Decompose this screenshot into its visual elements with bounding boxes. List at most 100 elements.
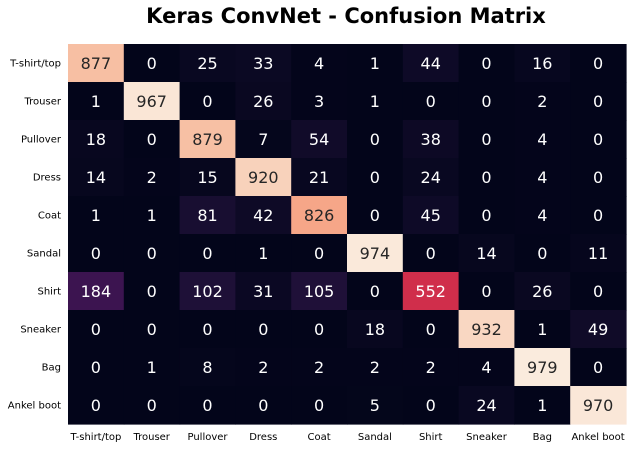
- cell-value-label: 0: [426, 92, 436, 111]
- y-tick-label: Dress: [33, 173, 61, 184]
- heatmap-cell: [179, 82, 236, 121]
- cell-value-label: 7: [258, 130, 268, 149]
- cell-value-label: 31: [253, 282, 273, 301]
- heatmap-cell: [402, 82, 460, 121]
- heatmap-cell: [458, 234, 515, 273]
- cell-value-label: 0: [426, 320, 436, 339]
- cell-value-label: 877: [81, 54, 112, 73]
- heatmap-cell: [347, 310, 404, 349]
- cell-value-label: 42: [253, 206, 273, 225]
- heatmap-cell: [402, 44, 460, 83]
- heatmap-cell: [68, 196, 125, 235]
- heatmap-cell: [235, 234, 292, 273]
- x-tick-label: Coat: [308, 432, 331, 443]
- cell-value-label: 0: [91, 244, 101, 263]
- cell-value-label: 14: [476, 244, 496, 263]
- cell-value-label: 0: [593, 168, 603, 187]
- heatmap-cell: [235, 120, 292, 159]
- y-tick-label: Coat: [38, 211, 61, 222]
- heatmap-cell: [514, 272, 571, 311]
- cell-value-label: 0: [593, 282, 603, 301]
- heatmap-cell: [458, 82, 515, 121]
- heatmap-cell: [235, 44, 292, 83]
- heatmap-cell: [123, 120, 181, 159]
- x-tick-label: Ankel boot: [571, 432, 624, 443]
- heatmap-cell: [179, 272, 236, 311]
- cell-value-label: 552: [415, 282, 446, 301]
- heatmap-cell: [514, 386, 571, 425]
- cell-value-label: 2: [426, 358, 436, 377]
- heatmap-cell: [347, 386, 404, 425]
- cell-value-label: 25: [197, 54, 217, 73]
- heatmap-cell: [123, 82, 181, 121]
- cell-value-label: 5: [370, 396, 380, 415]
- cell-value-label: 1: [91, 206, 101, 225]
- x-axis-tick-labels: T-shirt/top Trouser Pullover Dress Coat Sanda…: [69, 432, 624, 443]
- heatmap-cell: [402, 158, 460, 197]
- cell-value-label: 970: [583, 396, 614, 415]
- heatmap-cell: [291, 120, 348, 159]
- heatmap-cell: [514, 82, 571, 121]
- heatmap-cell: [347, 196, 404, 235]
- cell-value-label: 0: [426, 396, 436, 415]
- heatmap-cells: [68, 44, 627, 425]
- heatmap-cell: [514, 348, 571, 387]
- heatmap-cell: [402, 386, 460, 425]
- heatmap-cell: [179, 120, 236, 159]
- heatmap-cell: [291, 158, 348, 197]
- cell-value-label: 0: [481, 130, 491, 149]
- cell-value-label: 0: [147, 244, 157, 263]
- heatmap-cell: [570, 272, 627, 311]
- heatmap-cell: [179, 196, 236, 235]
- cell-value-label: 8: [202, 358, 212, 377]
- heatmap-cell: [570, 234, 627, 273]
- cell-value-label: 2: [258, 358, 268, 377]
- heatmap-cell: [68, 348, 125, 387]
- heatmap-cell: [123, 272, 181, 311]
- cell-value-label: 0: [147, 54, 157, 73]
- cell-value-label: 1: [370, 54, 380, 73]
- cell-value-label: 920: [248, 168, 279, 187]
- y-tick-label: Trouser: [24, 97, 62, 108]
- cell-value-label: 4: [314, 54, 324, 73]
- cell-value-label: 0: [593, 130, 603, 149]
- heatmap-cell: [291, 196, 348, 235]
- heatmap-cell: [291, 386, 348, 425]
- cell-value-label: 0: [593, 206, 603, 225]
- cell-value-label: 33: [253, 54, 273, 73]
- cell-value-label: 1: [537, 396, 547, 415]
- heatmap-cell: [347, 158, 404, 197]
- heatmap-cell: [291, 272, 348, 311]
- heatmap-cell: [570, 158, 627, 197]
- cell-value-label: 0: [537, 244, 547, 263]
- cell-value-label: 4: [481, 358, 491, 377]
- heatmap-cell: [514, 120, 571, 159]
- cell-value-label: 18: [365, 320, 385, 339]
- cell-value-label: 0: [147, 282, 157, 301]
- heatmap-cell: [235, 158, 292, 197]
- heatmap-cell: [235, 310, 292, 349]
- heatmap-cell: [291, 310, 348, 349]
- cell-value-label: 0: [481, 54, 491, 73]
- cell-value-label: 1: [537, 320, 547, 339]
- cell-value-label: 2: [147, 168, 157, 187]
- cell-value-label: 0: [91, 358, 101, 377]
- heatmap-cell: [123, 234, 181, 273]
- cell-value-label: 4: [537, 206, 547, 225]
- heatmap-cell: [123, 44, 181, 83]
- heatmap-cell: [347, 234, 404, 273]
- y-tick-label: Shirt: [38, 287, 62, 298]
- cell-value-label: 54: [309, 130, 329, 149]
- cell-value-label: 0: [147, 130, 157, 149]
- y-tick-label: Bag: [42, 363, 61, 374]
- cell-value-label: 979: [527, 358, 558, 377]
- heatmap-cell: [179, 158, 236, 197]
- heatmap-cell: [291, 82, 348, 121]
- heatmap-cell: [570, 120, 627, 159]
- heatmap-cell: [235, 386, 292, 425]
- y-tick-label: Ankel boot: [8, 401, 61, 412]
- heatmap-cell: [570, 386, 627, 425]
- heatmap-cell: [179, 386, 236, 425]
- cell-value-label: 1: [147, 206, 157, 225]
- cell-value-label: 105: [304, 282, 335, 301]
